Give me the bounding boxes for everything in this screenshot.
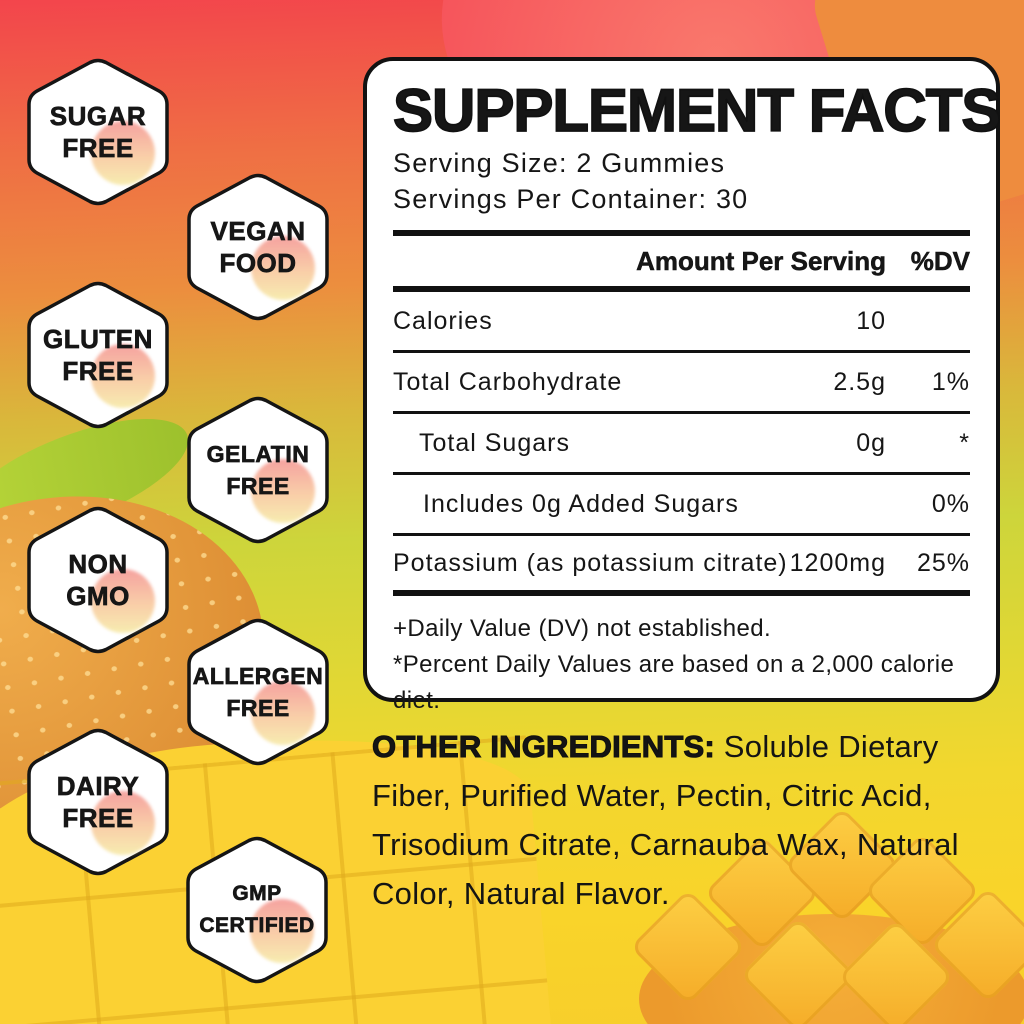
badge-label: ALLERGEN FREE [192, 663, 324, 722]
badge-accent-circle [91, 569, 155, 633]
serving-size: Serving Size: 2 Gummies [393, 148, 726, 178]
panel-title: SUPPLEMENT FACTS [392, 76, 1002, 145]
table-header: Amount Per Serving %DV [393, 236, 970, 292]
supplement-facts-panel: SUPPLEMENT FACTS Serving Size: 2 Gummies… [363, 57, 1002, 714]
nutrient-table: Calories 10 Total Carbohydrate 2.5g 1% T… [393, 292, 970, 596]
nutrient-dv: * [959, 428, 970, 457]
badge-label: NON GMO [66, 549, 130, 612]
nutrient-dv: 25% [916, 548, 970, 577]
serving-info: Serving Size: 2 Gummies Servings Per Con… [393, 145, 970, 236]
nutrient-name: Calories [393, 306, 493, 335]
footnote-percent-daily-values: *Percent Daily Values are based on a 2,0… [393, 651, 955, 714]
hexagon-badge-sugar-free: SUGAR FREE [27, 57, 169, 207]
hexagon-badge-gmp-certified: GMP CERTIFIED [186, 835, 328, 985]
nutrient-amount: 2.5g [833, 367, 886, 396]
nutrient-amount: 0g [856, 428, 886, 457]
table-row: Calories 10 [393, 292, 970, 353]
column-amount-per-serving: Amount Per Serving [636, 245, 886, 276]
badge-label: GMP CERTIFIED [199, 882, 315, 938]
column-percent-dv: %DV [910, 245, 971, 276]
nutrient-dv: 0% [931, 489, 970, 518]
nutrient-dv: 1% [931, 367, 970, 396]
badge-accent-circle [91, 791, 155, 855]
badge-accent-circle [251, 681, 315, 745]
table-row: Total Carbohydrate 2.5g 1% [393, 353, 970, 414]
other-ingredients: OTHER INGREDIENTS: Soluble Dietary Fiber… [371, 722, 1000, 918]
badge-label: DAIRY FREE [56, 771, 140, 834]
badge-label: SUGAR FREE [49, 101, 147, 164]
table-row: Potassium (as potassium citrate) 1200mg … [393, 536, 970, 596]
servings-per-container: Servings Per Container: 30 [393, 184, 749, 214]
nutrient-amount: 10 [856, 306, 886, 335]
badge-accent-circle [251, 236, 315, 300]
hexagon-badge-vegan-food: VEGAN FOOD [187, 172, 329, 322]
nutrient-name: Total Carbohydrate [393, 367, 623, 396]
footnote-dv-not-established: +Daily Value (DV) not established. [393, 615, 772, 642]
badge-label: GLUTEN FREE [43, 324, 153, 387]
nutrient-name: Includes 0g Added Sugars [423, 489, 739, 518]
hexagon-badge-dairy-free: DAIRY FREE [27, 727, 169, 877]
badge-label: VEGAN FOOD [210, 216, 306, 279]
other-ingredients-text: Soluble Dietary Fiber, Purified Water, P… [372, 729, 959, 911]
table-row: Includes 0g Added Sugars 0% [393, 475, 970, 536]
hexagon-badge-gluten-free: GLUTEN FREE [27, 280, 169, 430]
other-ingredients-label: OTHER INGREDIENTS: [371, 728, 715, 764]
badge-label: GELATIN FREE [206, 441, 310, 500]
badge-accent-circle [251, 459, 315, 523]
badge-accent-circle [91, 344, 155, 408]
badge-accent-circle [91, 121, 155, 185]
hedgehog-mango-photo [629, 794, 1024, 1024]
nutrient-amount: 1200mg [789, 548, 886, 577]
hexagon-badge-allergen-free: ALLERGEN FREE [187, 617, 329, 767]
table-row: Total Sugars 0g * [393, 414, 970, 475]
nutrient-name: Potassium (as potassium citrate) [393, 548, 788, 577]
nutrient-name: Total Sugars [419, 428, 570, 457]
hexagon-badge-non-gmo: NON GMO [27, 505, 169, 655]
footnotes: +Daily Value (DV) not established. *Perc… [393, 611, 970, 719]
hexagon-badge-gelatin-free: GELATIN FREE [187, 395, 329, 545]
badge-accent-circle [250, 899, 314, 963]
